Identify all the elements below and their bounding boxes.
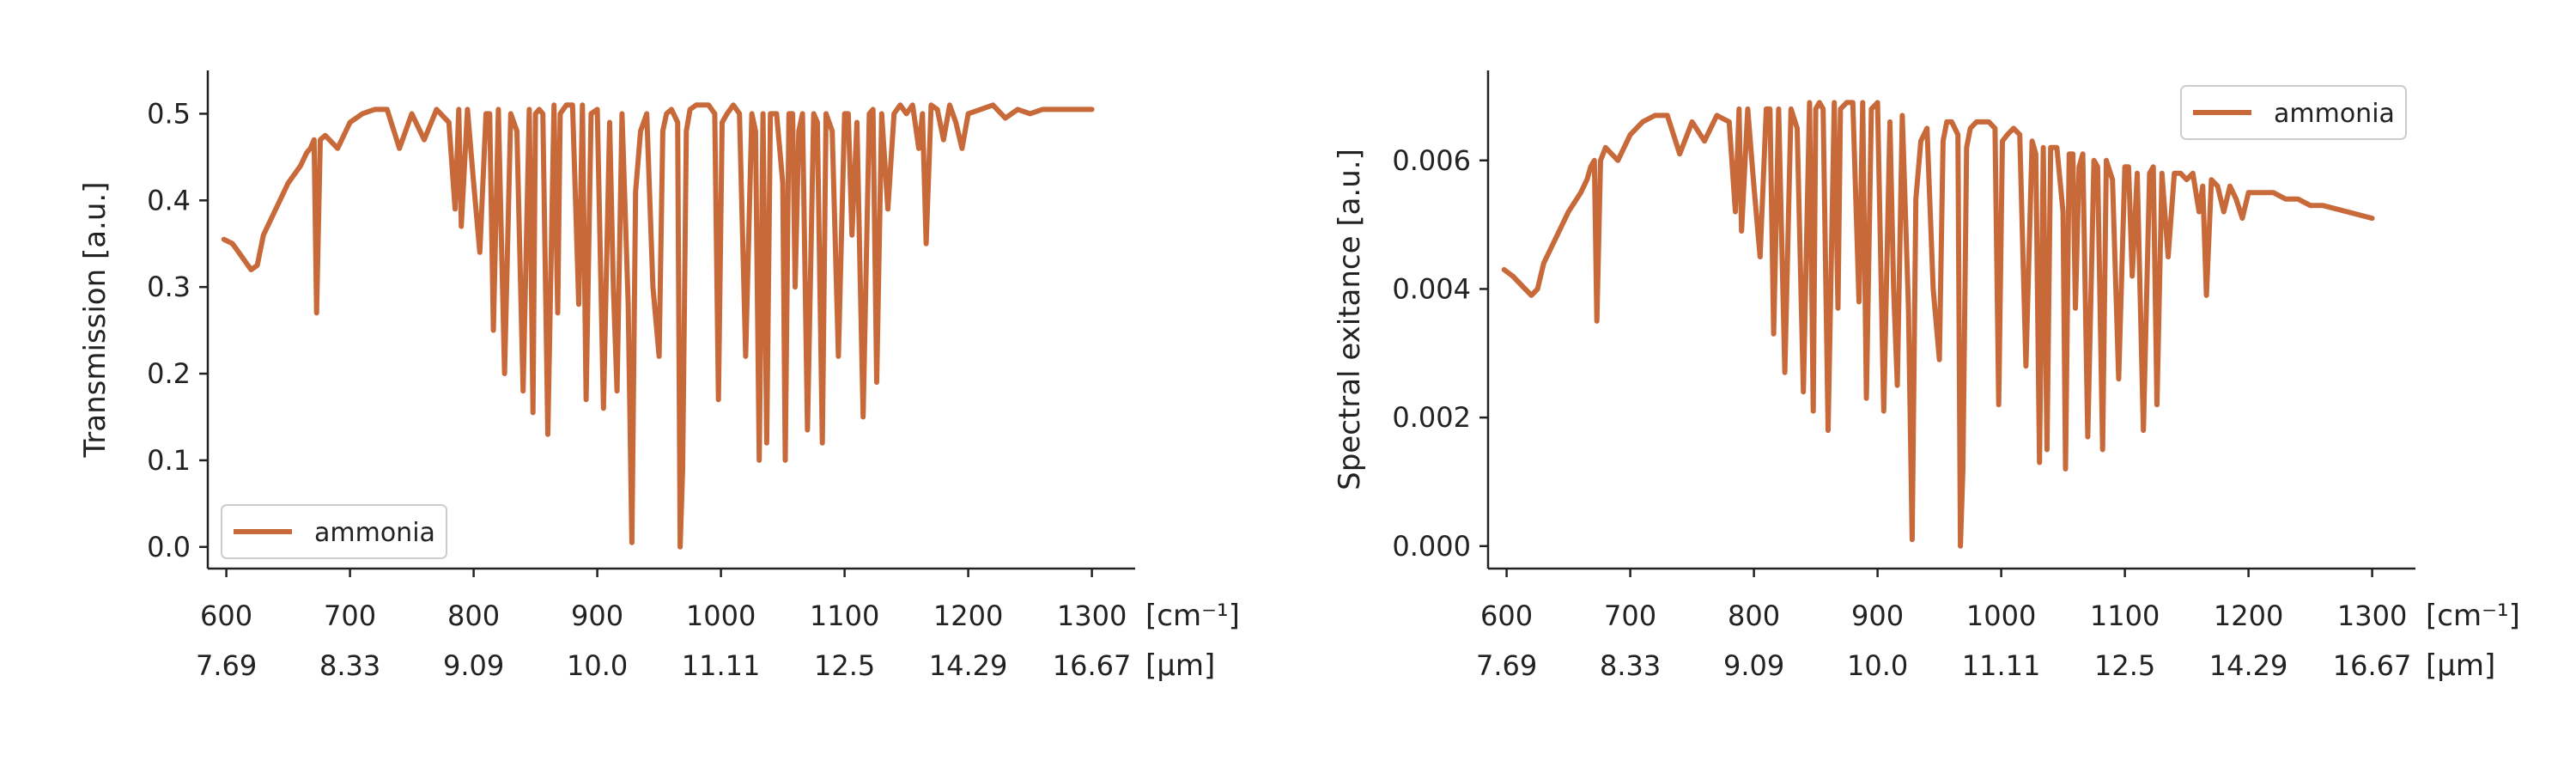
x-unit-wavelength: [µm] xyxy=(2426,648,2495,683)
x-tick-label-wavenumber: 800 xyxy=(1728,600,1780,632)
x-tick-label-wavenumber: 900 xyxy=(571,600,623,632)
x-tick-label-wavelength: 9.09 xyxy=(443,649,504,682)
x-tick-label-wavenumber: 1200 xyxy=(2214,600,2283,632)
x-tick-label-wavelength: 10.0 xyxy=(567,649,628,682)
y-tick-label: 0.1 xyxy=(147,444,191,477)
x-tick-label-wavenumber: 1200 xyxy=(933,600,1003,632)
x-tick-label-wavelength: 16.67 xyxy=(2333,649,2412,682)
x-tick-label-wavelength: 12.5 xyxy=(2094,649,2155,682)
y-tick-label: 0.004 xyxy=(1392,272,1471,305)
x-tick-label-wavenumber: 800 xyxy=(447,600,500,632)
legend-box xyxy=(221,504,447,559)
y-axis-label: Spectral exitance [a.u.] xyxy=(1333,149,1367,490)
y-tick-label: 0.002 xyxy=(1392,401,1471,434)
y-tick-label: 0.006 xyxy=(1392,144,1471,177)
x-unit-wavelength: [µm] xyxy=(1145,648,1215,683)
x-tick-label-wavelength: 11.11 xyxy=(682,649,761,682)
x-tick-label-wavelength: 11.11 xyxy=(1962,649,2041,682)
x-tick-label-wavenumber: 1300 xyxy=(1057,600,1127,632)
x-tick-label-wavenumber: 700 xyxy=(324,600,376,632)
x-tick-label-wavelength: 12.5 xyxy=(814,649,875,682)
x-tick-label-wavelength: 14.29 xyxy=(929,649,1008,682)
legend: ammonia xyxy=(221,504,447,559)
y-tick-label: 0.0 xyxy=(147,531,191,563)
spectral-exitance-panel: 0.000 0.002 0.004 0.006 600 7.69 700 8.33 800 9.0… xyxy=(1333,70,2520,683)
x-tick-label-wavelength: 9.09 xyxy=(1723,649,1784,682)
y-tick-label: 0.4 xyxy=(147,184,191,216)
y-tick-label: 0.000 xyxy=(1392,530,1471,563)
x-tick-label-wavenumber: 700 xyxy=(1604,600,1656,632)
series-line-ammonia xyxy=(221,102,1095,550)
x-unit-wavenumber: [cm⁻¹] xyxy=(1145,599,1240,633)
x-tick-label-wavenumber: 600 xyxy=(200,600,252,632)
x-tick-label-wavenumber: 1000 xyxy=(1966,600,2036,632)
x-tick-label-wavenumber: 1300 xyxy=(2337,600,2407,632)
x-tick-label-wavelength: 10.0 xyxy=(1847,649,1908,682)
x-tick-label-wavelength: 7.69 xyxy=(196,649,257,682)
x-tick-label-wavenumber: 1000 xyxy=(686,600,756,632)
y-tick-label: 0.5 xyxy=(147,97,191,130)
x-unit-wavenumber: [cm⁻¹] xyxy=(2426,599,2520,633)
y-tick-label: 0.2 xyxy=(147,357,191,390)
y-tick-label: 0.3 xyxy=(147,271,191,303)
legend: ammonia xyxy=(2180,85,2407,140)
x-tick-label-wavenumber: 600 xyxy=(1480,600,1533,632)
x-tick-label-wavelength: 7.69 xyxy=(1476,649,1537,682)
x-tick-label-wavenumber: 1100 xyxy=(2090,600,2160,632)
transmission-panel: 0.0 0.1 0.2 0.3 0.4 0.5 600 7.69 700 8.33 800 9.09 9… xyxy=(78,70,1240,683)
legend-box xyxy=(2180,85,2407,140)
x-tick-label-wavelength: 8.33 xyxy=(1600,649,1661,682)
legend-label: ammonia xyxy=(2274,99,2395,129)
y-axis-label: Transmission [a.u.] xyxy=(78,182,112,459)
series-line-ammonia xyxy=(1501,100,2375,549)
x-tick-label-wavelength: 16.67 xyxy=(1053,649,1132,682)
legend-label: ammonia xyxy=(314,518,435,548)
x-tick-label-wavelength: 8.33 xyxy=(319,649,380,682)
x-tick-label-wavenumber: 900 xyxy=(1851,600,1904,632)
x-tick-label-wavenumber: 1100 xyxy=(810,600,879,632)
x-tick-label-wavelength: 14.29 xyxy=(2209,649,2288,682)
